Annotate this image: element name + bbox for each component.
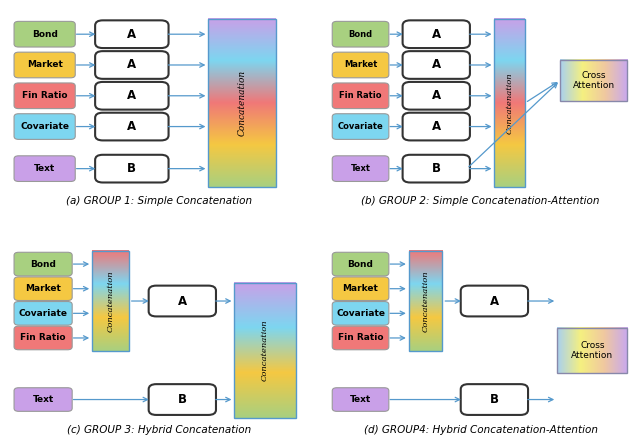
FancyBboxPatch shape: [332, 21, 389, 47]
FancyBboxPatch shape: [148, 384, 216, 415]
FancyBboxPatch shape: [14, 21, 76, 47]
FancyBboxPatch shape: [403, 82, 470, 110]
Text: Covariate: Covariate: [19, 309, 68, 318]
Text: A: A: [432, 120, 441, 133]
FancyBboxPatch shape: [332, 388, 389, 411]
Text: B: B: [432, 162, 441, 175]
FancyBboxPatch shape: [332, 301, 389, 325]
Bar: [92, 251, 129, 351]
Text: Fin Ratio: Fin Ratio: [338, 333, 383, 342]
FancyBboxPatch shape: [95, 155, 168, 182]
Text: A: A: [178, 294, 187, 308]
Bar: [209, 19, 276, 187]
Text: Fin Ratio: Fin Ratio: [20, 333, 66, 342]
Text: Bond: Bond: [348, 30, 372, 39]
Text: Cross
Attention: Cross Attention: [573, 71, 615, 90]
FancyBboxPatch shape: [14, 301, 72, 325]
Text: A: A: [127, 28, 136, 41]
Text: Concatenation: Concatenation: [422, 270, 429, 332]
FancyBboxPatch shape: [14, 326, 72, 350]
FancyBboxPatch shape: [95, 51, 168, 79]
FancyBboxPatch shape: [332, 326, 389, 350]
FancyBboxPatch shape: [332, 156, 389, 182]
FancyBboxPatch shape: [461, 384, 528, 415]
FancyBboxPatch shape: [14, 252, 72, 276]
FancyBboxPatch shape: [332, 83, 389, 109]
FancyBboxPatch shape: [403, 20, 470, 48]
Text: A: A: [432, 59, 441, 71]
Text: A: A: [432, 28, 441, 41]
Text: Concatenation: Concatenation: [261, 320, 269, 381]
Text: A: A: [432, 89, 441, 102]
Text: Fin Ratio: Fin Ratio: [339, 91, 382, 100]
FancyBboxPatch shape: [332, 52, 389, 78]
FancyBboxPatch shape: [332, 114, 389, 139]
Text: A: A: [127, 120, 136, 133]
Text: Text: Text: [351, 164, 371, 173]
Bar: [557, 328, 627, 373]
FancyBboxPatch shape: [14, 156, 76, 182]
Text: (a) GROUP 1: Simple Concatenation: (a) GROUP 1: Simple Concatenation: [67, 195, 252, 206]
Text: Text: Text: [34, 164, 55, 173]
FancyBboxPatch shape: [14, 388, 72, 411]
FancyBboxPatch shape: [95, 113, 168, 140]
Text: Concatenation: Concatenation: [237, 70, 246, 136]
Text: A: A: [490, 294, 499, 308]
FancyBboxPatch shape: [461, 285, 528, 317]
Bar: [409, 251, 442, 351]
FancyBboxPatch shape: [403, 155, 470, 182]
Text: (d) GROUP4: Hybrid Concatenation-Attention: (d) GROUP4: Hybrid Concatenation-Attenti…: [364, 425, 598, 436]
Text: Concatenation: Concatenation: [106, 270, 115, 332]
FancyBboxPatch shape: [14, 277, 72, 301]
Text: Market: Market: [344, 60, 377, 70]
Text: Bond: Bond: [348, 260, 374, 269]
Text: (b) GROUP 2: Simple Concatenation-Attention: (b) GROUP 2: Simple Concatenation-Attent…: [362, 195, 600, 206]
FancyBboxPatch shape: [148, 285, 216, 317]
FancyBboxPatch shape: [332, 252, 389, 276]
Text: Text: Text: [350, 395, 371, 404]
Text: Bond: Bond: [32, 30, 58, 39]
Text: Text: Text: [33, 395, 54, 404]
FancyBboxPatch shape: [403, 113, 470, 140]
Text: B: B: [127, 162, 136, 175]
Text: Covariate: Covariate: [336, 309, 385, 318]
FancyBboxPatch shape: [14, 83, 76, 109]
Bar: [560, 60, 627, 101]
Text: Market: Market: [27, 60, 63, 70]
FancyBboxPatch shape: [14, 52, 76, 78]
FancyBboxPatch shape: [14, 114, 76, 139]
Text: Market: Market: [25, 284, 61, 293]
Text: B: B: [490, 393, 499, 406]
Bar: [494, 19, 525, 187]
Text: Covariate: Covariate: [338, 122, 383, 131]
Text: Cross
Attention: Cross Attention: [572, 341, 613, 360]
Text: Market: Market: [342, 284, 378, 293]
Text: B: B: [178, 393, 187, 406]
FancyBboxPatch shape: [95, 20, 168, 48]
FancyBboxPatch shape: [332, 277, 389, 301]
Text: Fin Ratio: Fin Ratio: [22, 91, 67, 100]
Text: Concatenation: Concatenation: [506, 72, 514, 134]
Text: Bond: Bond: [30, 260, 56, 269]
FancyBboxPatch shape: [95, 82, 168, 110]
Text: A: A: [127, 59, 136, 71]
Text: Covariate: Covariate: [20, 122, 69, 131]
Text: A: A: [127, 89, 136, 102]
FancyBboxPatch shape: [403, 51, 470, 79]
Text: (c) GROUP 3: Hybrid Concatenation: (c) GROUP 3: Hybrid Concatenation: [67, 425, 252, 436]
Bar: [234, 282, 296, 418]
